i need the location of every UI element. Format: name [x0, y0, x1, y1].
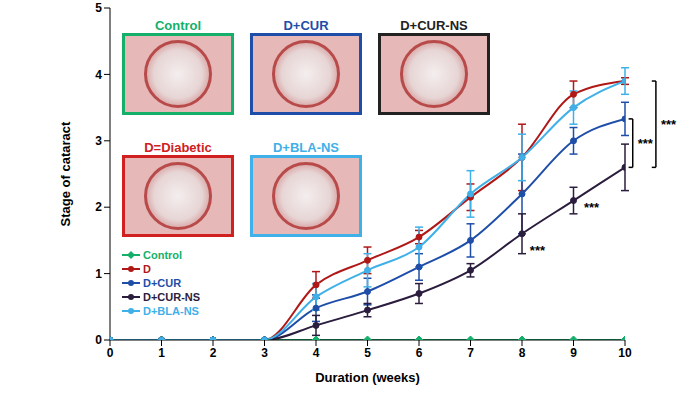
html-text:D+CUR-NS: D+CUR-NS: [400, 18, 468, 33]
svg-text:9: 9: [570, 346, 577, 360]
html-text:D+CUR: D+CUR: [143, 277, 182, 289]
svg-text:***: ***: [584, 200, 600, 215]
svg-text:4: 4: [313, 346, 320, 360]
html-text:D: D: [143, 263, 151, 275]
html-text:D+CUR-NS: D+CUR-NS: [143, 291, 201, 303]
svg-text:Stage of cataract: Stage of cataract: [58, 121, 73, 226]
svg-text:5: 5: [95, 1, 102, 15]
html-text:D+BLA-NS: D+BLA-NS: [143, 305, 199, 317]
svg-text:2: 2: [95, 200, 102, 214]
html-text:Control: Control: [154, 18, 202, 33]
svg-text:10: 10: [618, 346, 632, 360]
svg-text:5: 5: [364, 346, 371, 360]
html-text:D+BLA-NS: D+BLA-NS: [273, 140, 339, 155]
html-text:D=Diabetic: D=Diabetic: [144, 140, 212, 155]
svg-text:1: 1: [95, 267, 102, 281]
svg-text:6: 6: [416, 346, 423, 360]
svg-text:0: 0: [107, 346, 114, 360]
svg-text:3: 3: [261, 346, 268, 360]
svg-text:***: ***: [661, 117, 677, 132]
html-text:Control: Control: [143, 249, 183, 261]
svg-text:0: 0: [95, 333, 102, 347]
html-text:D+CUR: D+CUR: [283, 18, 329, 33]
svg-text:1: 1: [158, 346, 165, 360]
svg-text:Duration (weeks): Duration (weeks): [315, 370, 420, 385]
svg-text:3: 3: [95, 134, 102, 148]
svg-text:8: 8: [519, 346, 526, 360]
svg-text:4: 4: [95, 68, 102, 82]
svg-text:2: 2: [210, 346, 217, 360]
svg-text:***: ***: [530, 243, 546, 258]
svg-text:***: ***: [638, 136, 654, 151]
svg-text:7: 7: [467, 346, 474, 360]
